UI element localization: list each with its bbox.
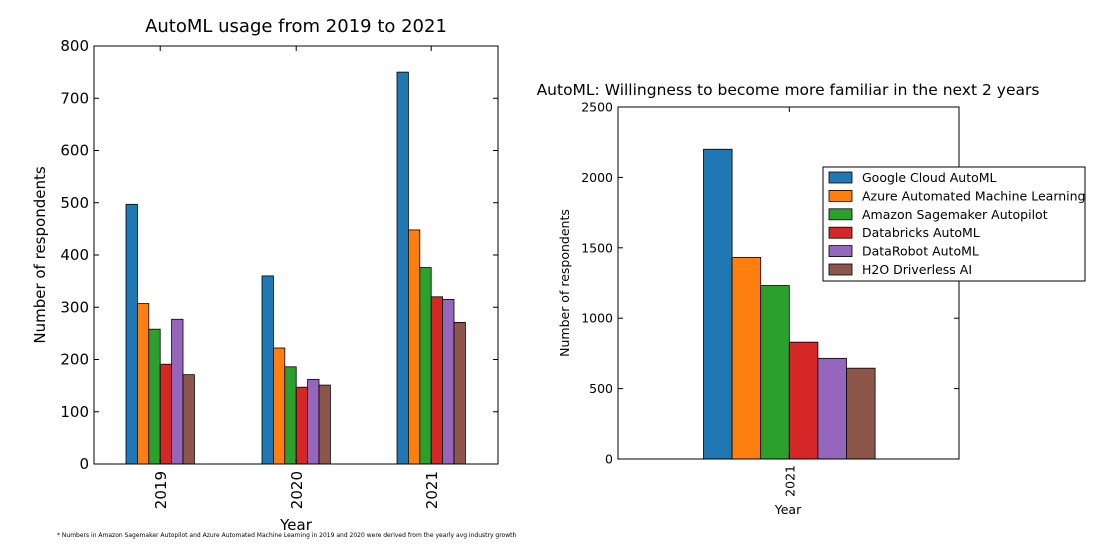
y-tick-label: 100: [60, 403, 89, 421]
x-tick-label: 2021: [423, 471, 441, 509]
legend-label-h2o-driverless-ai: H2O Driverless AI: [862, 262, 972, 277]
legend: Google Cloud AutoML Azure Automated Machi…: [822, 166, 1086, 282]
legend-swatch-h2o-driverless-ai: [828, 263, 853, 276]
usage-chart-bars: [125, 71, 466, 465]
legend-swatch-databricks-automl: [828, 226, 853, 239]
bar-google-cloud-automl-2019: [125, 203, 138, 465]
bar-google-cloud-automl-2021: [396, 71, 409, 465]
legend-swatch-azure-automated-machine-learning: [828, 189, 853, 202]
familiarity-chart-x-axis: 2021: [782, 107, 797, 497]
y-tick-label: 500: [589, 381, 613, 396]
legend-label-datarobot-automl: DataRobot AutoML: [862, 244, 979, 259]
x-tick-label: 2020: [288, 471, 306, 509]
familiarity-chart-bars: [703, 148, 876, 460]
bar-databricks-automl-2021: [788, 341, 819, 460]
usage-chart-footnote: * Numbers in Amazon Sagemaker Autopilot …: [57, 532, 516, 539]
bar-amazon-sagemaker-autopilot-2021: [419, 267, 432, 465]
legend-label-google-cloud-automl: Google Cloud AutoML: [862, 170, 997, 185]
bar-h2o-driverless-ai-2021: [453, 322, 466, 465]
legend-label-databricks-automl: Databricks AutoML: [862, 225, 980, 240]
y-tick-label: 400: [60, 246, 89, 264]
bar-datarobot-automl-2021: [817, 357, 847, 460]
y-tick-label: 200: [60, 351, 89, 369]
bar-datarobot-automl-2021: [442, 299, 455, 465]
bar-databricks-automl-2020: [295, 386, 309, 465]
legend-swatch-amazon-sagemaker-autopilot: [828, 208, 853, 221]
usage-chart: AutoML usage from 2019 to 2021 0 100 200 30…: [31, 16, 516, 539]
bar-google-cloud-automl-2021: [703, 148, 733, 460]
usage-chart-y-label: Number of respondents: [31, 166, 49, 343]
y-tick-label: 0: [605, 452, 613, 467]
y-tick-label: 0: [79, 455, 89, 473]
bar-databricks-automl-2021: [430, 296, 444, 465]
usage-chart-title: AutoML usage from 2019 to 2021: [145, 16, 447, 37]
bar-amazon-sagemaker-autopilot-2019: [148, 328, 161, 465]
legend-swatch-google-cloud-automl: [828, 171, 853, 184]
legend-swatch-datarobot-automl: [828, 245, 853, 258]
bar-azure-automated-machine-learning-2021: [731, 256, 762, 460]
familiarity-chart-frame: [617, 106, 960, 460]
bar-h2o-driverless-ai-2019: [182, 374, 195, 465]
bar-azure-automated-machine-learning-2021: [407, 229, 421, 465]
x-tick-label: 2021: [782, 465, 797, 497]
familiarity-chart-title: AutoML: Willingness to become more famil…: [537, 81, 1040, 99]
bar-azure-automated-machine-learning-2020: [272, 347, 286, 465]
y-tick-label: 600: [60, 142, 89, 160]
bar-datarobot-automl-2019: [171, 318, 184, 465]
y-tick-label: 500: [60, 194, 89, 212]
usage-chart-y-axis: 0 100 200 300 400 500 600 700 800: [60, 37, 498, 473]
bar-h2o-driverless-ai-2020: [318, 384, 331, 465]
y-tick-label: 700: [60, 89, 89, 107]
legend-label-azure-automated-machine-learning: Azure Automated Machine Learning: [862, 188, 1086, 203]
usage-chart-x-label: Year: [279, 516, 313, 534]
legend-label-amazon-sagemaker-autopilot: Amazon Sagemaker Autopilot: [862, 207, 1048, 222]
legend-box: [822, 166, 1086, 282]
y-tick-label: 1000: [581, 311, 613, 326]
x-tick-label: 2019: [152, 471, 170, 509]
bar-amazon-sagemaker-autopilot-2020: [284, 366, 297, 465]
bar-azure-automated-machine-learning-2019: [136, 303, 150, 465]
y-tick-label: 800: [60, 37, 89, 55]
familiarity-chart-x-label: Year: [774, 502, 802, 517]
bar-datarobot-automl-2020: [307, 378, 320, 465]
familiarity-chart: AutoML: Willingness to become more famil…: [537, 81, 1086, 517]
familiarity-chart-y-label: Number of respondents: [557, 209, 572, 357]
bar-databricks-automl-2019: [159, 363, 172, 465]
usage-chart-x-axis: 2019 2020 2021: [152, 46, 441, 509]
y-tick-label: 2500: [581, 100, 613, 115]
bar-amazon-sagemaker-autopilot-2021: [760, 285, 790, 460]
familiarity-chart-y-axis: 0 500 1000 1500 2000 2500: [581, 100, 959, 467]
bar-h2o-driverless-ai-2021: [846, 367, 876, 460]
y-tick-label: 1500: [581, 240, 613, 255]
y-tick-label: 300: [60, 298, 89, 316]
bar-google-cloud-automl-2020: [261, 275, 274, 465]
y-tick-label: 2000: [581, 170, 613, 185]
